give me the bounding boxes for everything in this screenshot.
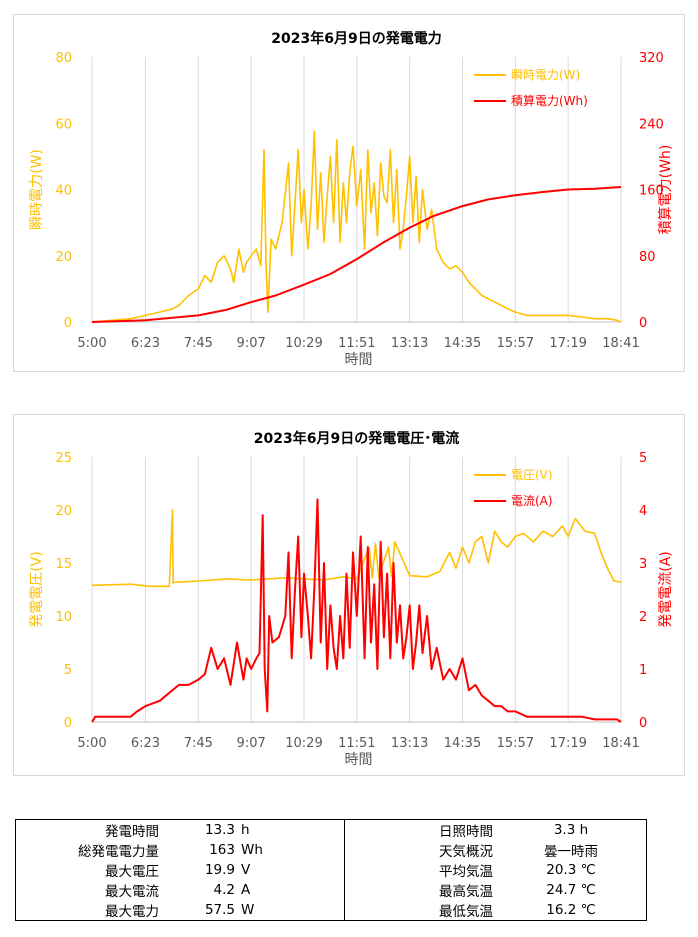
y-left-tick-label: 15 [55, 557, 72, 572]
y-right-axis-label: 積算電力(Wh) [658, 145, 674, 235]
x-tick-label: 9:07 [237, 736, 266, 751]
summary-label: 最大電流 [105, 884, 159, 900]
summary-value: 20.3 ℃ [546, 862, 596, 878]
summary-label: 最大電圧 [105, 864, 159, 880]
y-left-tick-label: 10 [55, 610, 72, 625]
y-right-tick-label: 5 [639, 451, 647, 466]
series-line [91, 130, 622, 323]
summary-label: 天気概況 [439, 844, 493, 860]
x-tick-label: 9:07 [237, 336, 266, 351]
x-tick-label: 5:00 [77, 336, 106, 351]
voltage-current-chart: 2023年6月9日の発電電圧･電流5:00 6:23 7:45 9:07 10:29 11… [29, 430, 674, 768]
summary-value: 163 [209, 842, 235, 858]
y-right-tick-label: 2 [639, 610, 647, 625]
summary-value: 16.2 ℃ [546, 902, 596, 918]
y-left-tick-label: 60 [55, 117, 72, 132]
x-tick-label: 18:41 [602, 336, 639, 351]
y-right-axis-label: 発電電流(A) [658, 551, 674, 628]
summary-value: 曇一時雨 [544, 844, 598, 860]
summary-value: 24.7 ℃ [546, 882, 596, 898]
y-left-tick-label: 0 [64, 716, 72, 731]
summary-unit: A [238, 880, 345, 900]
x-tick-label: 15:57 [497, 336, 534, 351]
y-left-tick-label: 25 [55, 451, 72, 466]
x-tick-label: 14:35 [444, 736, 481, 751]
x-tick-label: 17:19 [549, 736, 586, 751]
table-row: 最大電力 57.5 W 最低気温 16.2 ℃ [16, 900, 647, 921]
y-right-tick-label: 240 [639, 117, 664, 132]
y-left-tick-label: 5 [64, 663, 72, 678]
y-left-axis-label: 瞬時電力(W) [29, 149, 45, 230]
legend-label: 積算電力(Wh) [511, 93, 588, 108]
voltage-current-chart-panel: 2023年6月9日の発電電圧･電流 5:00 6:23 7:45 9:07 10:29 11… [13, 414, 685, 776]
x-tick-label: 11:51 [338, 736, 375, 751]
summary-value: 13.3 [204, 822, 235, 838]
chart-title: 2023年6月9日の発電電力 [271, 30, 441, 47]
x-tick-label: 13:13 [391, 736, 428, 751]
summary-unit: h [238, 819, 345, 840]
x-tick-label: 13:13 [391, 336, 428, 351]
x-tick-label: 7:45 [184, 336, 213, 351]
legend-label: 電圧(V) [511, 468, 553, 482]
summary-label: 総発電電力量 [78, 844, 159, 860]
summary-label: 最低気温 [439, 904, 493, 920]
x-tick-label: 6:23 [131, 736, 160, 751]
series-line [91, 186, 622, 323]
y-right-tick-label: 0 [639, 316, 647, 331]
y-right-tick-label: 1 [639, 663, 647, 678]
y-left-tick-label: 40 [55, 184, 72, 199]
summary-label: 最大電力 [105, 904, 159, 920]
x-tick-label: 6:23 [131, 336, 160, 351]
table-row: 発電時間 13.3 h 日照時間 3.3 h [16, 819, 647, 840]
y-right-tick-label: 3 [639, 557, 647, 572]
y-right-tick-label: 160 [639, 184, 664, 199]
x-tick-label: 15:57 [497, 736, 534, 751]
y-right-tick-label: 4 [639, 504, 647, 519]
x-tick-label: 10:29 [285, 336, 322, 351]
summary-value: 3.3 h [553, 822, 589, 838]
x-axis-label: 時間 [345, 352, 373, 368]
summary-value: 57.5 [204, 902, 235, 918]
legend-label: 電流(A) [511, 494, 553, 508]
x-tick-label: 10:29 [285, 736, 322, 751]
summary-label: 平均気温 [439, 864, 493, 880]
x-tick-label: 18:41 [602, 736, 639, 751]
y-left-tick-label: 80 [55, 51, 72, 66]
power-chart: 2023年6月9日の発電電力 5:00 6:23 7:45 9:07 10:29 11:51… [29, 30, 674, 368]
legend-label: 瞬時電力(W) [511, 68, 580, 82]
y-left-tick-label: 0 [64, 316, 72, 331]
summary-label: 最高気温 [439, 884, 493, 900]
x-tick-label: 17:19 [549, 336, 586, 351]
table-row: 最大電流 4.2 A 最高気温 24.7 ℃ [16, 880, 647, 900]
chart-title: 2023年6月9日の発電電圧･電流 [254, 430, 459, 447]
summary-label: 発電時間 [105, 824, 159, 840]
series-line [91, 509, 622, 588]
summary-value: 19.9 [204, 862, 235, 878]
summary-value: 4.2 [213, 882, 235, 898]
summary-unit: W [238, 900, 345, 921]
table-row: 総発電電力量 163 Wh 天気概況 曇一時雨 [16, 840, 647, 860]
table-row: 最大電圧 19.9 V 平均気温 20.3 ℃ [16, 860, 647, 880]
y-right-tick-label: 0 [639, 716, 647, 731]
y-right-tick-label: 80 [639, 250, 656, 265]
x-tick-label: 14:35 [444, 336, 481, 351]
y-left-tick-label: 20 [55, 504, 72, 519]
summary-unit: V [238, 860, 345, 880]
x-axis-label: 時間 [345, 752, 373, 768]
x-tick-label: 7:45 [184, 736, 213, 751]
series-line [91, 498, 622, 723]
y-left-tick-label: 20 [55, 250, 72, 265]
summary-table: 発電時間 13.3 h 日照時間 3.3 h 総発電電力量 163 Wh 天気概… [15, 819, 647, 921]
summary-label: 日照時間 [439, 824, 493, 840]
power-chart-panel: 2023年6月9日の発電電力 5:00 6:23 7:45 9:07 10:29 11:51… [13, 14, 685, 372]
x-tick-label: 5:00 [77, 736, 106, 751]
y-left-axis-label: 発電電圧(V) [29, 551, 45, 628]
y-right-tick-label: 320 [639, 51, 664, 66]
x-tick-label: 11:51 [338, 336, 375, 351]
summary-unit: Wh [238, 840, 345, 860]
